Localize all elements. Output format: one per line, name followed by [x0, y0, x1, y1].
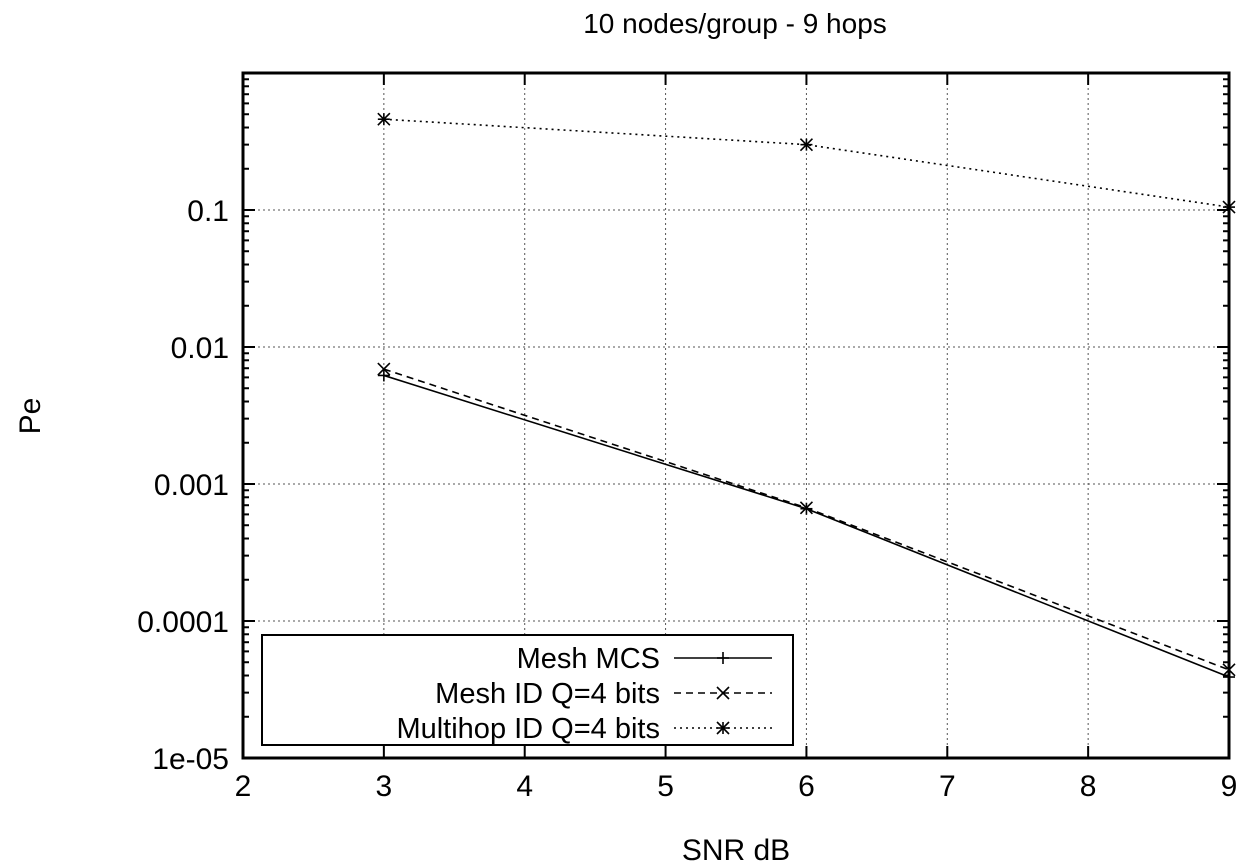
- x-tick-label: 4: [516, 770, 533, 803]
- legend-marker: [716, 686, 730, 700]
- legend-label: Mesh ID Q=4 bits: [435, 678, 660, 710]
- series-line: [383, 118, 1230, 208]
- legend-box: [261, 634, 794, 746]
- y-tick-label: 0.01: [171, 332, 229, 365]
- y-tick-label: 0.0001: [137, 606, 229, 639]
- plot-frame: [241, 71, 1231, 760]
- axis-ticks: 2 3 4 5 6 7 8 9 1e-05 0.0001 0.001 0.01 0.1: [137, 73, 1237, 803]
- series-line: [383, 374, 1230, 678]
- x-tick-label: 6: [798, 770, 815, 803]
- data-point: [799, 501, 813, 515]
- chart-title: 10 nodes/group - 9 hops: [583, 8, 887, 39]
- x-tick-label: 9: [1221, 770, 1238, 803]
- x-tick-label: 3: [376, 770, 393, 803]
- series-layer: [377, 112, 1236, 684]
- y-tick-label: 1e-05: [152, 743, 229, 776]
- data-point: [377, 112, 391, 126]
- legend-marker: [716, 721, 730, 735]
- legend-marker: [717, 652, 729, 664]
- y-axis-label: Pe: [14, 398, 47, 435]
- data-point: [377, 369, 390, 382]
- x-tick-label: 7: [939, 770, 956, 803]
- x-tick-label: 8: [1080, 770, 1097, 803]
- legend-entry: Multihop ID Q=4 bits: [396, 713, 772, 745]
- x-axis-label: SNR dB: [682, 834, 790, 867]
- x-tick-label: 2: [235, 770, 252, 803]
- legend-entry: Mesh MCS: [517, 643, 772, 675]
- legend-entry: Mesh ID Q=4 bits: [435, 678, 772, 710]
- data-point: [799, 138, 813, 152]
- y-tick-label: 0.1: [187, 195, 229, 228]
- data-point: [377, 362, 391, 376]
- legend-label: Multihop ID Q=4 bits: [396, 713, 660, 745]
- series-2: [377, 362, 1236, 677]
- x-tick-label: 5: [657, 770, 674, 803]
- y-tick-label: 0.001: [154, 469, 229, 502]
- legend-label: Mesh MCS: [517, 643, 660, 675]
